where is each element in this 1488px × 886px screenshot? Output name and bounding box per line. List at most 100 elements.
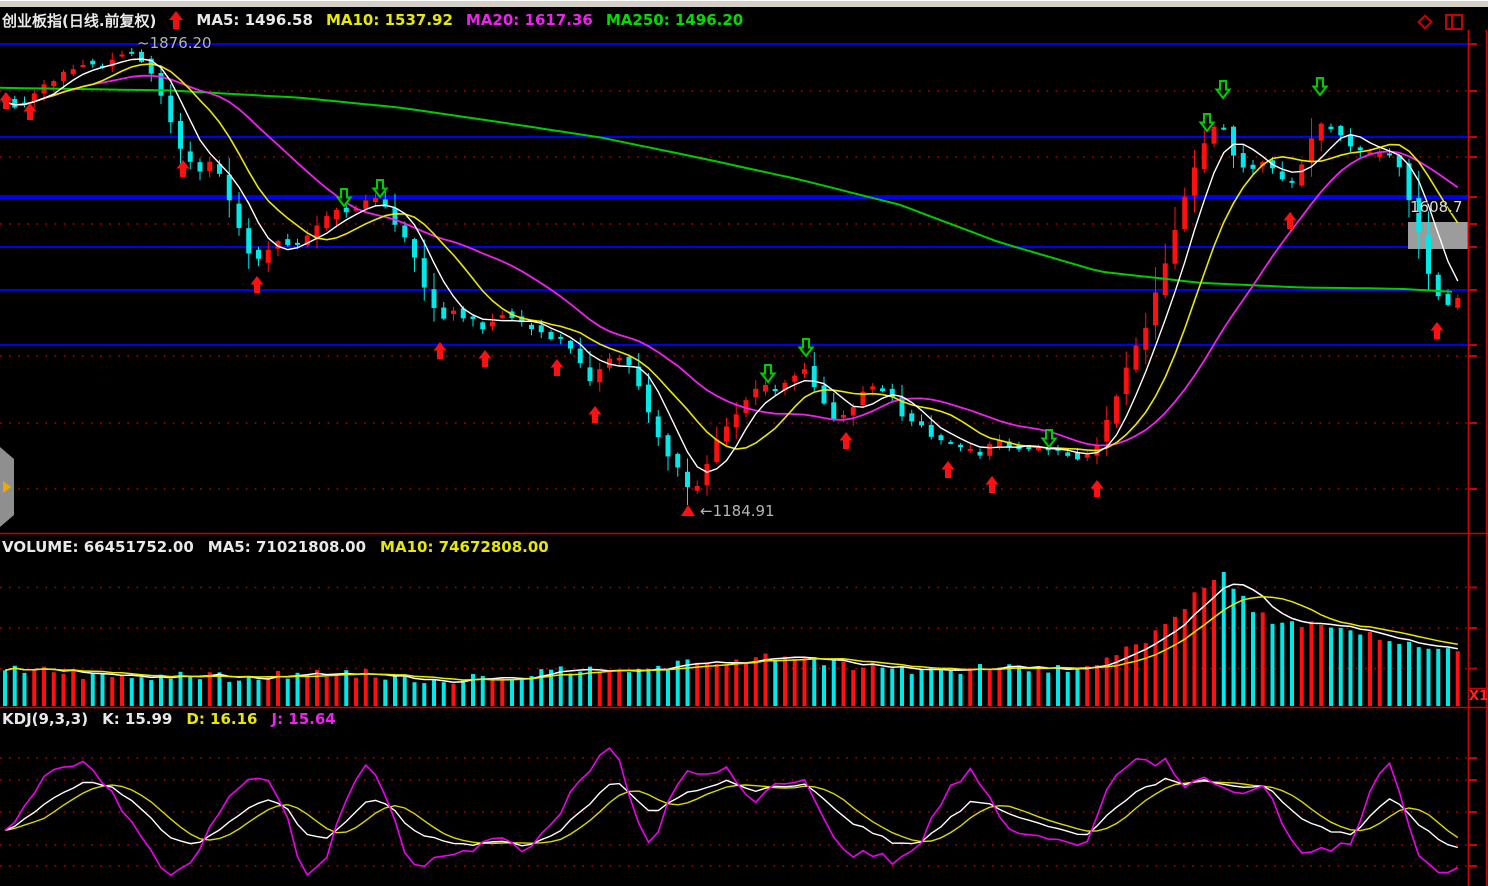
volume-bar (773, 659, 778, 706)
volume-bar (422, 683, 427, 706)
volume-bar (305, 674, 310, 706)
volume-bar (636, 668, 641, 706)
candle-body (529, 324, 534, 330)
sell-arrow-marker (1198, 113, 1216, 133)
candle-body (1172, 230, 1178, 264)
volume-bar (139, 677, 144, 706)
kdj-layer (4, 747, 1459, 877)
volume-bar (1046, 672, 1051, 706)
candle-body (324, 216, 330, 229)
sell-arrow-marker (335, 188, 353, 208)
candle-body (577, 348, 583, 364)
volume-bar (149, 680, 154, 706)
candle-body (870, 386, 876, 390)
candle-body (616, 357, 622, 361)
volume-bar (285, 678, 290, 706)
buy-arrow-marker (550, 359, 564, 376)
volume-bar (3, 670, 7, 706)
volume-bar (51, 672, 56, 706)
volume-bar (1124, 646, 1129, 706)
volume-bar (237, 680, 241, 706)
volume-bar (1407, 641, 1411, 706)
volume-bar (168, 678, 173, 706)
volume-bar (1095, 664, 1099, 706)
candle-body (1396, 155, 1402, 168)
volume-bar (646, 668, 651, 706)
volume-bar (266, 676, 271, 706)
candle-body (412, 239, 417, 258)
candle-body (1006, 441, 1012, 447)
drawer-arrow-icon (3, 481, 11, 493)
candle-body (928, 424, 934, 437)
volume-ma10-readout: MA10: 74672808.00 (380, 538, 549, 556)
side-drawer-handle[interactable] (0, 447, 14, 527)
volume-bar (831, 659, 836, 706)
candle-body (460, 308, 466, 319)
volume-bar (276, 670, 280, 706)
candle-body (168, 95, 174, 123)
buy-arrow-marker (985, 476, 999, 493)
volume-bar (607, 671, 612, 706)
candle-body (1221, 127, 1227, 130)
volume-bar (744, 663, 748, 706)
volume-bar (373, 677, 378, 706)
candle-body (334, 210, 339, 220)
candle-body (226, 174, 232, 201)
candle-body (1367, 152, 1373, 155)
volume-bar (1163, 623, 1168, 706)
volume-bar (812, 657, 817, 706)
candle-body (480, 322, 486, 330)
candle-body (1211, 126, 1217, 144)
candle-body (80, 65, 86, 68)
candle-body (919, 421, 924, 426)
candle-body (1036, 447, 1041, 451)
split-window-icon[interactable] (1444, 12, 1464, 36)
volume-bar (1212, 580, 1216, 706)
buy-arrow-marker (176, 160, 190, 177)
volume-bar (1075, 667, 1080, 706)
candle-body (704, 464, 710, 486)
volume-bar (295, 672, 300, 706)
volume-layer (3, 572, 1460, 706)
volume-bar (324, 676, 329, 706)
candle-body (1192, 167, 1197, 196)
volume-bar (1221, 572, 1226, 706)
buy-arrow-marker (941, 461, 955, 478)
volume-bar (948, 670, 953, 706)
candle-body (889, 388, 895, 398)
volume-header: VOLUME: 66451752.00 MA5: 71021808.00 MA1… (2, 538, 549, 556)
candle-body (997, 440, 1002, 447)
candle-body (1348, 135, 1353, 147)
volume-bar (666, 670, 670, 706)
candle-body (538, 325, 544, 333)
volume-bar (110, 677, 115, 706)
kdj-k-readout: K: 15.99 (102, 710, 173, 728)
volume-bar (12, 665, 17, 706)
volume-bar (90, 672, 95, 706)
candle-body (831, 402, 837, 419)
candle-body (178, 120, 183, 149)
volume-bar (1377, 639, 1382, 706)
buy-arrow-marker (1283, 212, 1297, 229)
volume-bar (763, 653, 768, 706)
candle-body (1153, 292, 1158, 326)
candle-body (763, 384, 768, 392)
volume-bar (1143, 643, 1148, 706)
candle-body (1123, 367, 1129, 394)
candle-body (256, 249, 261, 259)
diamond-tool-icon[interactable] (1415, 12, 1435, 36)
buy-arrow-marker (433, 342, 447, 359)
buy-arrow-marker (1430, 322, 1444, 339)
candle-body (1387, 153, 1392, 156)
candle-body (490, 321, 495, 327)
candle-body (1114, 396, 1119, 424)
candle-body (1182, 196, 1188, 230)
last-price-tag-label: 1608.7 (1410, 198, 1463, 216)
volume-bar (549, 669, 553, 706)
volume-bar (451, 683, 456, 706)
candle-body (373, 197, 378, 203)
volume-bar (909, 674, 914, 706)
candle-body (31, 93, 37, 101)
